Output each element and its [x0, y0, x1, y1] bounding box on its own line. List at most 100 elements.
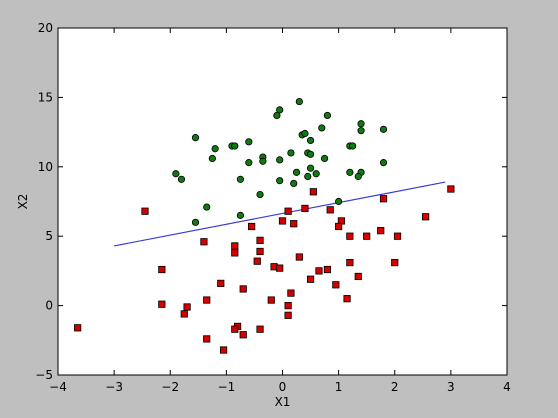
data-point-circle: [357, 120, 365, 128]
data-point-circle: [292, 168, 301, 176]
data-point-square: [231, 249, 239, 257]
data-point-circle: [231, 142, 239, 150]
data-point-circle: [177, 175, 186, 183]
y-tick-label: 0: [45, 299, 53, 313]
x-tick-label: 0: [279, 380, 287, 394]
data-point-square: [203, 335, 211, 343]
data-point-circle: [357, 127, 365, 135]
data-point-square: [256, 325, 264, 333]
data-point-square: [217, 279, 225, 287]
x-tick-label: 4: [503, 380, 511, 394]
data-point-circle: [259, 157, 267, 165]
data-point-circle: [312, 170, 320, 178]
data-point-circle: [349, 142, 357, 150]
plot-area: [58, 28, 507, 375]
x-axis-ticks: −4 −3 −2 −1 0 1 2 3 4: [49, 28, 511, 394]
data-point-square: [284, 301, 292, 310]
data-point-square: [343, 295, 351, 303]
data-point-circle: [346, 168, 354, 176]
data-point-square: [295, 253, 303, 261]
data-point-square: [239, 331, 247, 339]
data-point-square: [354, 272, 362, 281]
data-point-circle: [203, 203, 211, 211]
x-tick-label: 3: [447, 380, 455, 394]
data-point-circle: [335, 197, 343, 206]
data-point-square: [200, 238, 208, 246]
data-point-square: [74, 324, 82, 332]
y-axis-label: X2: [16, 194, 30, 210]
y-tick-label: 15: [38, 90, 53, 104]
data-point-square: [180, 310, 188, 318]
data-point-circle: [276, 106, 284, 114]
data-point-square: [284, 311, 292, 319]
data-point-square: [323, 265, 332, 274]
data-point-square: [158, 300, 166, 308]
data-point-square: [278, 217, 287, 225]
decision-boundary-layer: [114, 181, 446, 247]
data-point-square: [231, 242, 239, 250]
x-tick-label: 1: [335, 380, 343, 394]
data-point-circle: [306, 150, 315, 158]
data-point-circle: [273, 111, 281, 120]
data-point-circle: [323, 111, 331, 120]
data-point-circle: [191, 218, 200, 226]
data-point-square: [284, 207, 292, 215]
data-point-square: [256, 247, 264, 256]
data-point-square: [290, 220, 298, 228]
data-point-square: [315, 267, 323, 275]
data-point-circle: [236, 175, 245, 183]
data-point-square: [447, 185, 455, 193]
data-point-circle: [290, 179, 298, 188]
y-axis-ticks: −5 0 5 10 15 20: [35, 21, 507, 382]
data-point-square: [363, 232, 371, 240]
data-point-square: [335, 222, 343, 231]
x-tick-label: −4: [49, 380, 67, 394]
data-point-square: [158, 265, 166, 274]
x-tick-label: 2: [391, 380, 399, 394]
data-point-square: [332, 281, 340, 289]
data-point-square: [253, 257, 261, 265]
data-point-square: [231, 325, 239, 333]
data-point-circle: [191, 134, 200, 142]
data-point-circle: [295, 97, 303, 106]
data-point-square: [239, 285, 247, 293]
data-point-circle: [276, 156, 284, 164]
data-point-square: [346, 232, 354, 240]
data-point-square: [309, 188, 317, 196]
data-point-square: [377, 227, 385, 235]
data-points-layer: [74, 97, 455, 354]
data-point-square: [276, 264, 284, 272]
y-tick-label: −5: [35, 368, 53, 382]
data-point-circle: [354, 172, 362, 181]
data-point-square: [393, 232, 402, 240]
data-point-square: [346, 258, 354, 267]
data-point-square: [141, 207, 149, 215]
data-point-square: [422, 213, 430, 221]
data-point-circle: [287, 149, 295, 157]
y-tick-label: 10: [38, 160, 53, 174]
y-tick-label: 5: [45, 229, 53, 243]
data-point-circle: [306, 164, 315, 172]
data-point-circle: [208, 154, 216, 163]
data-point-square: [183, 303, 191, 311]
data-point-square: [203, 296, 211, 304]
data-point-square: [219, 346, 228, 354]
data-point-circle: [320, 154, 329, 163]
data-point-square: [287, 289, 295, 297]
data-point-circle: [256, 190, 264, 199]
data-point-circle: [245, 159, 253, 167]
x-tick-label: −3: [105, 380, 123, 394]
data-point-square: [301, 204, 309, 213]
data-point-circle: [245, 138, 253, 146]
data-point-square: [306, 275, 315, 283]
decision-boundary-line: [114, 181, 446, 247]
data-point-square: [326, 206, 334, 214]
data-point-circle: [236, 211, 245, 219]
data-point-square: [248, 222, 256, 231]
data-point-circle: [379, 159, 388, 167]
data-point-square: [256, 236, 264, 244]
data-point-circle: [306, 136, 315, 145]
data-point-circle: [304, 172, 312, 181]
data-point-circle: [276, 177, 284, 185]
